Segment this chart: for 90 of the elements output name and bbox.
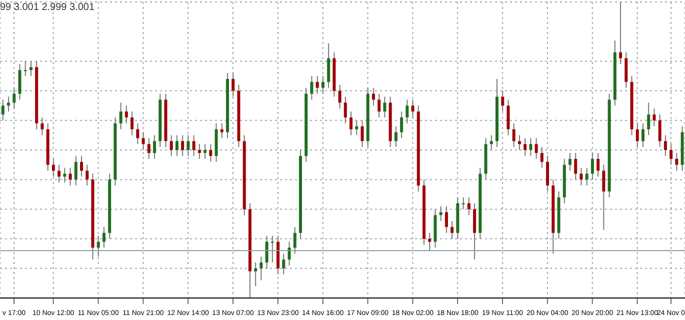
- candlestick: [198, 144, 201, 160]
- candlestick: [29, 60, 32, 76]
- candlestick: [546, 155, 550, 192]
- candlestick: [170, 134, 173, 156]
- candlestick: [136, 122, 140, 145]
- candlestick: [192, 134, 196, 156]
- candlestick: [641, 122, 644, 148]
- candlestick: [406, 99, 409, 124]
- candlestick: [670, 144, 673, 166]
- candlestick: [350, 111, 353, 136]
- candlestick: [321, 76, 324, 94]
- candlestick: [411, 99, 414, 118]
- candlestick: [186, 134, 190, 156]
- candlestick: [534, 138, 538, 160]
- candlestick: [355, 120, 358, 136]
- candlestick: [74, 155, 78, 186]
- candlestick: [130, 111, 134, 136]
- candlestick: [338, 84, 342, 110]
- candlestick: [24, 60, 27, 76]
- candlestick: [293, 226, 296, 254]
- candlestick: [462, 196, 465, 210]
- candlestick: [316, 76, 319, 94]
- candlestick: [652, 108, 656, 127]
- candlestick: [624, 52, 628, 88]
- candlestick: [664, 134, 667, 156]
- candlestick: [574, 152, 578, 180]
- candlestick: [86, 164, 89, 186]
- candlestick: [327, 42, 330, 88]
- candlestick: [596, 152, 600, 178]
- candlestick: [473, 202, 476, 260]
- candlestick: [383, 96, 386, 118]
- candlestick: [40, 116, 44, 136]
- candlestick: [428, 232, 432, 252]
- candlestick: [1, 99, 4, 121]
- candlestick: [658, 114, 662, 148]
- candlestick: [7, 96, 10, 112]
- candlestick: [360, 120, 364, 148]
- candlestick: [450, 220, 454, 240]
- candlestick: [68, 167, 72, 186]
- candlestick: [58, 164, 61, 184]
- candlestick: [467, 196, 470, 216]
- candlestick: [18, 64, 22, 100]
- candlestick: [394, 126, 398, 148]
- candlestick: [63, 167, 66, 184]
- candlestick: [524, 138, 527, 156]
- candlestick: [52, 158, 55, 178]
- candlestick: [378, 93, 381, 118]
- candlestick: [310, 76, 314, 100]
- candlestick: [490, 134, 493, 150]
- candlestick: [619, 2, 622, 65]
- candlestick: [147, 138, 150, 160]
- candlestick: [444, 206, 448, 234]
- candlestick: [80, 155, 84, 178]
- candlestick: [647, 102, 650, 136]
- candlestick: [568, 152, 572, 172]
- candlestick: [512, 122, 516, 148]
- candlestick: [675, 152, 678, 172]
- candlestick: [270, 235, 274, 263]
- candlestick: [142, 132, 145, 150]
- candlestick: [501, 90, 504, 112]
- candlestick: [288, 241, 291, 266]
- candlestick: [506, 99, 510, 136]
- candlestick: [232, 72, 235, 98]
- candlestick: [254, 262, 258, 287]
- candlestick: [529, 138, 532, 156]
- candlestick: [209, 144, 212, 162]
- candlestick: [96, 235, 100, 258]
- candlestick: [585, 167, 588, 186]
- candlestick: [344, 96, 347, 124]
- candlestick: [153, 134, 156, 160]
- annotation: 99 3.001 2.999 3.001: [0, 2, 95, 13]
- candlestick: [400, 111, 404, 139]
- candlestick: [540, 146, 544, 168]
- candlestick: [439, 206, 442, 222]
- candlestick: [102, 226, 106, 248]
- candlestick: [518, 134, 521, 150]
- candlestick: [175, 134, 178, 156]
- candlestick: [265, 235, 268, 269]
- candlestick: [181, 134, 184, 156]
- candlestick: [119, 102, 122, 130]
- candlestick: [204, 144, 207, 160]
- candlestick: [260, 256, 263, 281]
- candlestick: [636, 122, 639, 148]
- candlestick: [12, 87, 16, 110]
- candlestick: [590, 152, 594, 180]
- candlestick: [282, 253, 286, 275]
- candlestick: [602, 164, 606, 230]
- candlestick: [124, 105, 128, 124]
- candlestick: [372, 87, 375, 106]
- candlestick: [580, 167, 583, 186]
